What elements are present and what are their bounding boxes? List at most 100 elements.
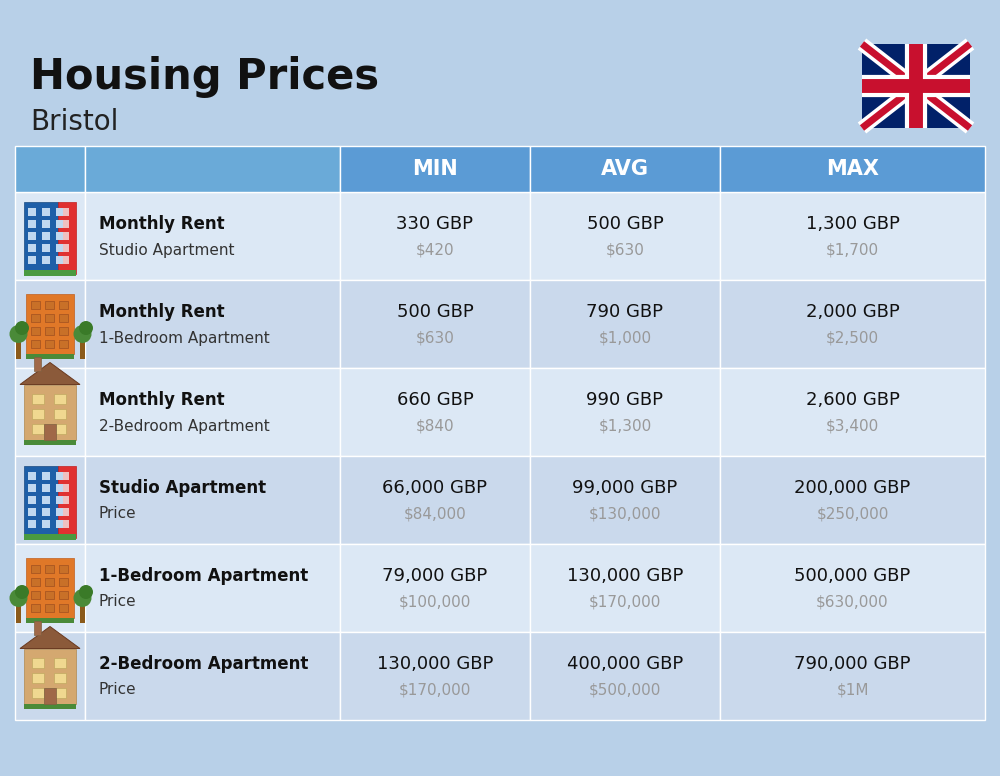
FancyBboxPatch shape <box>56 484 64 492</box>
Polygon shape <box>20 362 80 384</box>
FancyBboxPatch shape <box>15 544 85 632</box>
FancyBboxPatch shape <box>58 202 76 274</box>
FancyBboxPatch shape <box>59 565 68 573</box>
FancyBboxPatch shape <box>56 208 64 216</box>
FancyBboxPatch shape <box>85 146 340 192</box>
Text: 2-Bedroom Apartment: 2-Bedroom Apartment <box>99 418 270 434</box>
FancyBboxPatch shape <box>26 558 74 618</box>
FancyBboxPatch shape <box>26 354 74 359</box>
Text: Price: Price <box>99 683 137 698</box>
FancyBboxPatch shape <box>32 688 44 698</box>
FancyBboxPatch shape <box>340 280 530 368</box>
FancyBboxPatch shape <box>340 192 530 280</box>
Text: 660 GBP: 660 GBP <box>397 391 473 409</box>
Text: $250,000: $250,000 <box>816 507 889 521</box>
Text: Bristol: Bristol <box>30 108 118 136</box>
Text: $170,000: $170,000 <box>399 683 471 698</box>
FancyBboxPatch shape <box>59 578 68 586</box>
FancyBboxPatch shape <box>42 508 50 516</box>
FancyBboxPatch shape <box>31 314 40 322</box>
Text: 200,000 GBP: 200,000 GBP <box>794 479 911 497</box>
Text: Price: Price <box>99 594 137 609</box>
FancyBboxPatch shape <box>24 270 76 276</box>
Circle shape <box>10 325 28 343</box>
FancyBboxPatch shape <box>34 356 41 370</box>
FancyBboxPatch shape <box>31 591 40 599</box>
FancyBboxPatch shape <box>530 146 720 192</box>
FancyBboxPatch shape <box>56 220 64 228</box>
FancyBboxPatch shape <box>28 232 36 240</box>
FancyBboxPatch shape <box>63 496 69 504</box>
FancyBboxPatch shape <box>45 604 54 612</box>
Text: 330 GBP: 330 GBP <box>396 215 474 233</box>
Circle shape <box>74 589 92 607</box>
FancyBboxPatch shape <box>32 408 44 418</box>
FancyBboxPatch shape <box>42 208 50 216</box>
Text: 130,000 GBP: 130,000 GBP <box>567 567 683 585</box>
FancyBboxPatch shape <box>59 301 68 309</box>
FancyBboxPatch shape <box>24 466 58 534</box>
Text: 400,000 GBP: 400,000 GBP <box>567 655 683 673</box>
FancyBboxPatch shape <box>15 146 85 192</box>
FancyBboxPatch shape <box>530 368 720 456</box>
FancyBboxPatch shape <box>16 605 21 623</box>
FancyBboxPatch shape <box>85 632 340 720</box>
FancyBboxPatch shape <box>28 520 36 528</box>
FancyBboxPatch shape <box>59 340 68 348</box>
Text: $170,000: $170,000 <box>589 594 661 609</box>
FancyBboxPatch shape <box>59 591 68 599</box>
FancyBboxPatch shape <box>59 327 68 335</box>
FancyBboxPatch shape <box>63 484 69 492</box>
Text: $1,000: $1,000 <box>598 331 652 345</box>
FancyBboxPatch shape <box>54 673 66 683</box>
FancyBboxPatch shape <box>42 472 50 480</box>
FancyBboxPatch shape <box>85 544 340 632</box>
Text: $630: $630 <box>416 331 454 345</box>
FancyBboxPatch shape <box>530 192 720 280</box>
FancyBboxPatch shape <box>28 220 36 228</box>
FancyBboxPatch shape <box>15 280 85 368</box>
Text: 66,000 GBP: 66,000 GBP <box>382 479 488 497</box>
Text: Price: Price <box>99 507 137 521</box>
FancyBboxPatch shape <box>15 192 85 280</box>
FancyBboxPatch shape <box>56 256 64 264</box>
Text: $100,000: $100,000 <box>399 594 471 609</box>
FancyBboxPatch shape <box>31 604 40 612</box>
FancyBboxPatch shape <box>24 649 76 704</box>
FancyBboxPatch shape <box>720 192 985 280</box>
FancyBboxPatch shape <box>63 472 69 480</box>
Text: 2-Bedroom Apartment: 2-Bedroom Apartment <box>99 655 308 673</box>
FancyBboxPatch shape <box>28 508 36 516</box>
FancyBboxPatch shape <box>85 280 340 368</box>
FancyBboxPatch shape <box>24 384 76 439</box>
Circle shape <box>74 325 92 343</box>
FancyBboxPatch shape <box>28 484 36 492</box>
Text: Housing Prices: Housing Prices <box>30 56 379 98</box>
Text: 790 GBP: 790 GBP <box>586 303 664 321</box>
FancyBboxPatch shape <box>59 604 68 612</box>
FancyBboxPatch shape <box>31 327 40 335</box>
FancyBboxPatch shape <box>63 520 69 528</box>
FancyBboxPatch shape <box>340 368 530 456</box>
FancyBboxPatch shape <box>28 472 36 480</box>
Text: 99,000 GBP: 99,000 GBP <box>572 479 678 497</box>
Text: 500 GBP: 500 GBP <box>397 303 473 321</box>
FancyBboxPatch shape <box>340 632 530 720</box>
FancyBboxPatch shape <box>45 578 54 586</box>
FancyBboxPatch shape <box>24 439 76 445</box>
Text: Monthly Rent: Monthly Rent <box>99 215 225 233</box>
Text: 500,000 GBP: 500,000 GBP <box>794 567 911 585</box>
Circle shape <box>15 585 29 599</box>
Bar <box>862 44 970 128</box>
Text: $420: $420 <box>416 242 454 258</box>
FancyBboxPatch shape <box>56 232 64 240</box>
FancyBboxPatch shape <box>15 368 85 456</box>
Text: Studio Apartment: Studio Apartment <box>99 242 234 258</box>
FancyBboxPatch shape <box>63 232 69 240</box>
FancyBboxPatch shape <box>54 688 66 698</box>
Circle shape <box>79 321 93 335</box>
FancyBboxPatch shape <box>45 591 54 599</box>
Text: $630: $630 <box>606 242 644 258</box>
Circle shape <box>79 585 93 599</box>
FancyBboxPatch shape <box>31 301 40 309</box>
